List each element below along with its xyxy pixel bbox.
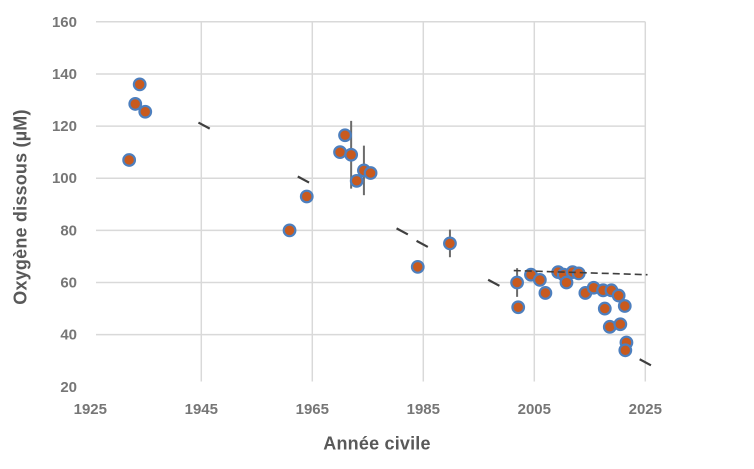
data-point — [282, 223, 297, 238]
data-point — [299, 189, 314, 204]
y-tick-label: 40 — [60, 327, 77, 344]
x-tick-label: 2005 — [518, 401, 551, 418]
y-tick-label: 20 — [60, 379, 77, 396]
y-tick-label: 80 — [60, 222, 77, 239]
data-point — [532, 273, 547, 287]
trendline-dash — [487, 278, 500, 287]
x-tick-label: 1925 — [74, 401, 107, 418]
data-point — [510, 275, 524, 290]
data-point — [613, 317, 628, 332]
data-point — [338, 128, 352, 143]
data-point — [511, 300, 526, 315]
data-point — [333, 145, 347, 160]
y-tick-label: 100 — [52, 170, 77, 187]
data-point — [597, 301, 612, 316]
data-point — [122, 153, 137, 167]
data-point — [443, 236, 457, 251]
threshold-dashed-line — [513, 269, 648, 276]
trendline-dash — [197, 121, 211, 130]
data-point — [618, 343, 633, 358]
x-tick-label: 1945 — [185, 401, 218, 418]
x-tick-label: 1965 — [296, 401, 329, 418]
data-point — [538, 286, 553, 300]
x-tick-label: 1985 — [407, 401, 440, 418]
trendline-dash — [297, 175, 310, 184]
data-point — [128, 97, 143, 111]
data-point — [349, 173, 364, 188]
trendline-dash — [416, 239, 429, 248]
data-point — [132, 77, 147, 92]
data-point — [611, 288, 626, 303]
data-point — [559, 275, 574, 290]
y-axis-title: Oxygène dissous (µM) — [10, 109, 31, 305]
data-point — [344, 147, 359, 162]
x-tick-label: 2025 — [629, 401, 662, 418]
y-tick-label: 120 — [52, 118, 77, 135]
y-tick-label: 140 — [52, 66, 77, 83]
data-point — [363, 166, 378, 180]
data-point — [410, 259, 425, 274]
trendline-dash — [396, 227, 409, 236]
trendline-dash — [639, 358, 652, 367]
data-point — [138, 104, 153, 119]
y-tick-label: 160 — [52, 14, 77, 31]
data-point — [617, 299, 632, 313]
x-axis-title: Année civile — [323, 433, 431, 454]
y-tick-label: 60 — [60, 275, 77, 292]
